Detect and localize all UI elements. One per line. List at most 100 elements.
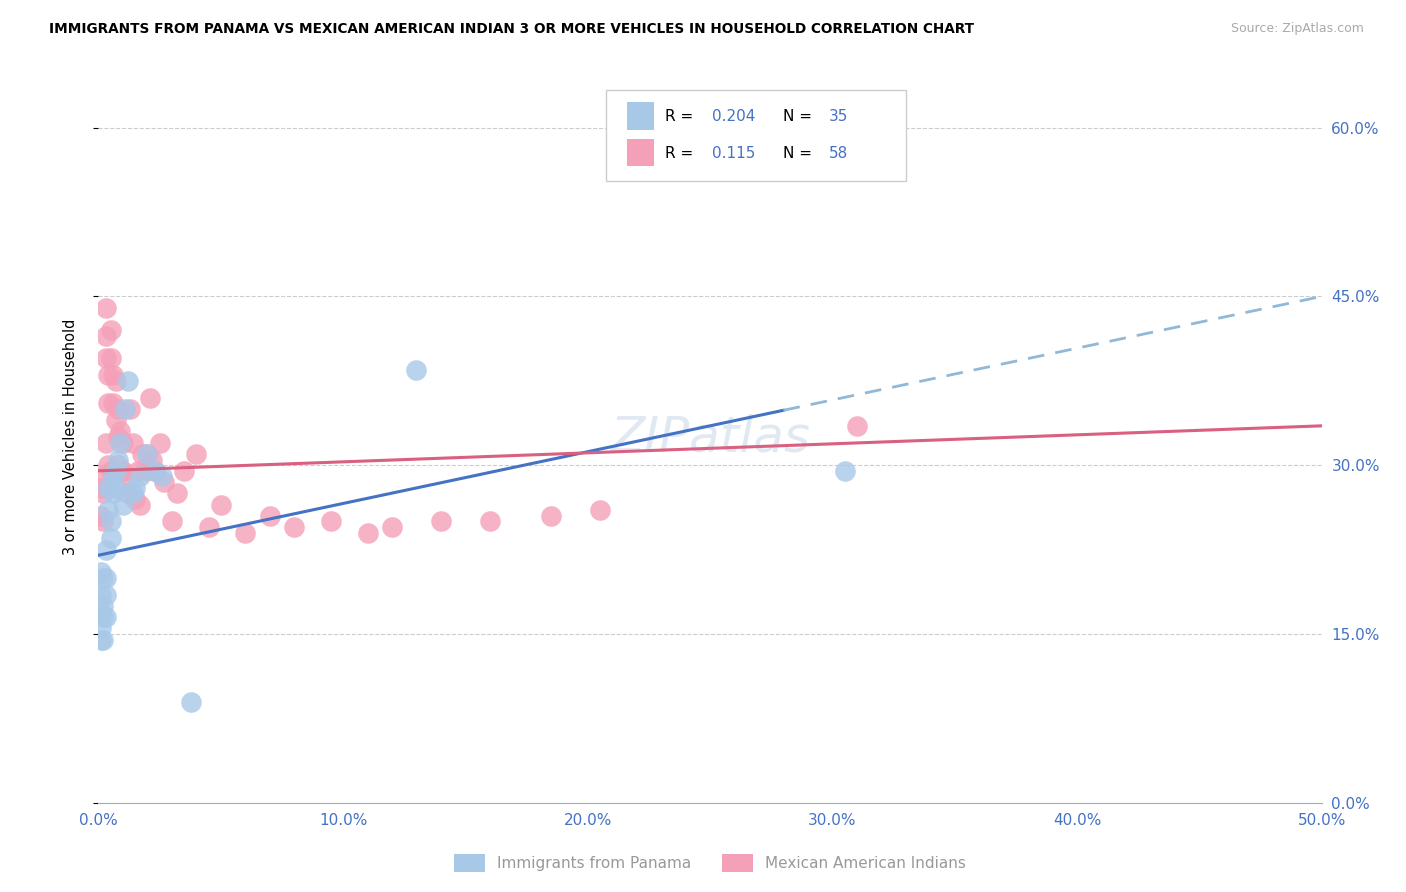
- Point: [94, 571, 117, 585]
- Point: [100, 323, 122, 337]
- Point: [97, 503, 120, 517]
- Point: [90, 565, 112, 579]
- Point: [107, 401, 129, 416]
- Point: [381, 520, 404, 534]
- Point: [90, 588, 112, 602]
- Point: [90, 621, 112, 635]
- Point: [91, 486, 114, 500]
- Point: [104, 413, 127, 427]
- Point: [117, 374, 139, 388]
- Point: [100, 532, 122, 546]
- Y-axis label: 3 or more Vehicles in Household: 3 or more Vehicles in Household: [63, 319, 77, 555]
- Point: [405, 362, 427, 376]
- Point: [117, 486, 139, 500]
- FancyBboxPatch shape: [627, 138, 654, 167]
- Text: R =: R =: [665, 145, 703, 161]
- Point: [90, 605, 112, 619]
- Point: [120, 401, 142, 416]
- Point: [91, 632, 114, 647]
- Point: [160, 515, 183, 529]
- Point: [101, 396, 124, 410]
- Point: [94, 542, 117, 557]
- Point: [110, 464, 132, 478]
- Point: [100, 464, 122, 478]
- Point: [91, 469, 114, 483]
- Point: [90, 632, 112, 647]
- FancyBboxPatch shape: [627, 102, 654, 130]
- Text: 35: 35: [828, 109, 848, 124]
- Point: [233, 525, 256, 540]
- Point: [356, 525, 378, 540]
- Text: ZIPatlas: ZIPatlas: [610, 413, 810, 461]
- Point: [94, 301, 117, 315]
- Point: [104, 481, 127, 495]
- Point: [134, 464, 156, 478]
- Point: [110, 425, 132, 439]
- Point: [143, 464, 166, 478]
- Text: N =: N =: [783, 109, 817, 124]
- Point: [94, 328, 117, 343]
- Point: [91, 599, 114, 613]
- Point: [111, 464, 134, 478]
- Text: IMMIGRANTS FROM PANAMA VS MEXICAN AMERICAN INDIAN 3 OR MORE VEHICLES IN HOUSEHOL: IMMIGRANTS FROM PANAMA VS MEXICAN AMERIC…: [49, 22, 974, 37]
- Point: [143, 464, 166, 478]
- Point: [100, 351, 122, 366]
- Point: [121, 486, 143, 500]
- Point: [139, 391, 162, 405]
- Point: [110, 435, 132, 450]
- Text: R =: R =: [665, 109, 697, 124]
- Point: [127, 464, 149, 478]
- Point: [94, 351, 117, 366]
- Point: [845, 418, 868, 433]
- Point: [101, 469, 124, 483]
- Point: [90, 481, 112, 495]
- Point: [173, 464, 195, 478]
- Point: [114, 401, 136, 416]
- Point: [107, 430, 129, 444]
- Point: [94, 610, 117, 624]
- Point: [97, 458, 120, 473]
- Point: [91, 571, 114, 585]
- Point: [94, 435, 117, 450]
- Point: [834, 464, 856, 478]
- Text: 58: 58: [828, 145, 848, 161]
- Point: [131, 447, 153, 461]
- Point: [141, 452, 163, 467]
- Point: [101, 368, 124, 383]
- Point: [121, 435, 143, 450]
- Text: 0.204: 0.204: [713, 109, 756, 124]
- Point: [319, 515, 342, 529]
- Point: [114, 475, 136, 489]
- Point: [129, 498, 152, 512]
- Point: [197, 520, 219, 534]
- Point: [104, 464, 127, 478]
- Point: [107, 452, 129, 467]
- Point: [90, 508, 112, 523]
- Point: [540, 508, 562, 523]
- Point: [283, 520, 305, 534]
- Point: [124, 481, 146, 495]
- Legend: Immigrants from Panama, Mexican American Indians: Immigrants from Panama, Mexican American…: [447, 847, 973, 880]
- Point: [91, 610, 114, 624]
- Point: [97, 396, 120, 410]
- Point: [107, 458, 129, 473]
- FancyBboxPatch shape: [606, 90, 905, 181]
- Point: [186, 447, 208, 461]
- Point: [478, 515, 501, 529]
- Point: [104, 374, 127, 388]
- Point: [111, 498, 134, 512]
- Point: [209, 498, 232, 512]
- Point: [100, 515, 122, 529]
- Point: [97, 368, 120, 383]
- Point: [259, 508, 281, 523]
- Point: [136, 447, 159, 461]
- Point: [111, 435, 134, 450]
- Text: Source: ZipAtlas.com: Source: ZipAtlas.com: [1230, 22, 1364, 36]
- Point: [136, 447, 159, 461]
- Text: 0.115: 0.115: [713, 145, 756, 161]
- Point: [166, 486, 188, 500]
- Point: [589, 503, 612, 517]
- Text: N =: N =: [783, 145, 817, 161]
- Point: [124, 491, 146, 506]
- Point: [430, 515, 453, 529]
